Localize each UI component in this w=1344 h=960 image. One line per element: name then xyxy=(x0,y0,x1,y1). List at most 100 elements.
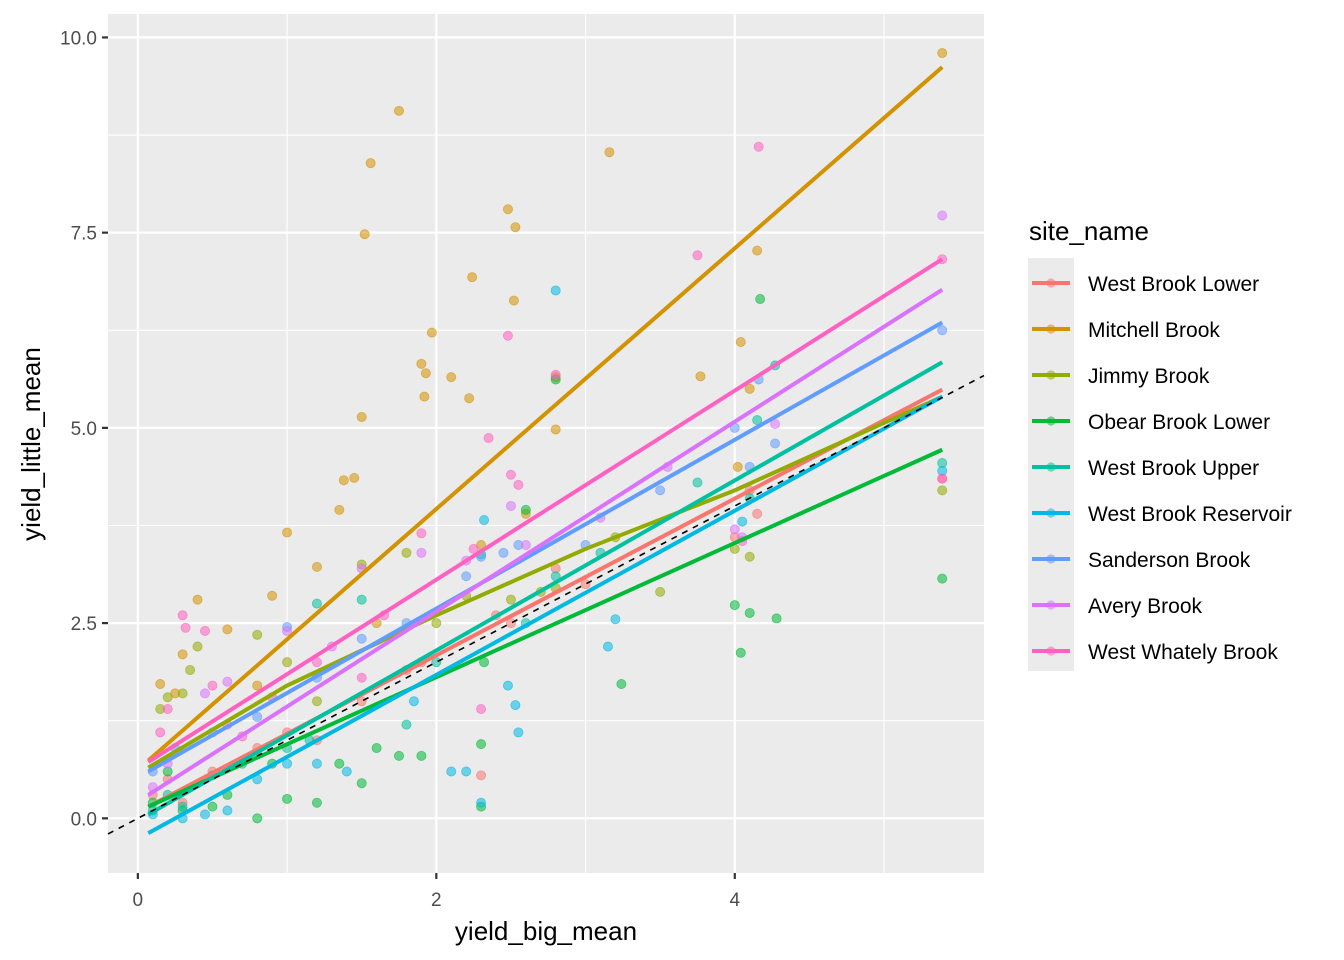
data-point xyxy=(505,469,516,480)
data-point xyxy=(200,625,211,636)
data-point xyxy=(311,561,322,572)
data-point xyxy=(416,750,427,761)
data-point xyxy=(729,600,740,611)
fit-lines xyxy=(146,65,944,835)
x-axis-ticks: 0 2 4 xyxy=(133,873,740,911)
x-tick-label: 2 xyxy=(431,890,442,911)
data-point xyxy=(446,766,457,777)
legend-key-point xyxy=(1046,278,1056,288)
data-point xyxy=(446,372,457,383)
data-point xyxy=(177,610,188,621)
x-tick-label: 0 xyxy=(133,890,144,911)
data-point xyxy=(222,676,233,687)
identity-reference-line xyxy=(107,374,985,835)
legend-item: Mitchell Brook xyxy=(1032,319,1220,342)
y-tick-label: 7.5 xyxy=(71,224,97,245)
data-point xyxy=(735,336,746,347)
data-point xyxy=(282,793,293,804)
data-point xyxy=(513,727,524,738)
data-point xyxy=(177,649,188,660)
data-point xyxy=(550,369,561,380)
legend-item: West Brook Lower xyxy=(1032,273,1259,296)
legend-item: Avery Brook xyxy=(1032,595,1202,618)
data-point xyxy=(371,743,382,754)
legend-item: West Whately Brook xyxy=(1032,641,1278,664)
data-point xyxy=(616,679,627,690)
y-axis-title: yield_little_mean xyxy=(16,347,46,541)
legend-label: Avery Brook xyxy=(1088,595,1202,618)
data-point xyxy=(192,594,203,605)
x-tick-label: 4 xyxy=(729,890,740,911)
data-point xyxy=(513,479,524,490)
data-point xyxy=(744,551,755,562)
data-point xyxy=(200,688,211,699)
data-point xyxy=(282,625,293,636)
minor-gridlines xyxy=(108,14,984,873)
data-point xyxy=(610,614,621,625)
legend-item: West Brook Upper xyxy=(1032,457,1259,480)
data-point xyxy=(550,285,561,296)
fit-line xyxy=(147,257,944,764)
data-point xyxy=(729,524,740,535)
fit-line xyxy=(147,394,944,835)
data-point xyxy=(311,696,322,707)
data-point xyxy=(420,368,431,379)
data-point xyxy=(752,245,763,256)
data-point xyxy=(735,647,746,658)
legend-key-point xyxy=(1046,370,1056,380)
fit-line xyxy=(147,287,944,797)
data-point xyxy=(461,766,472,777)
data-point xyxy=(359,229,370,240)
legend-title: site_name xyxy=(1029,216,1149,246)
data-point xyxy=(520,540,531,551)
data-point xyxy=(604,147,615,158)
data-point xyxy=(580,579,591,590)
data-point xyxy=(282,527,293,538)
data-point xyxy=(311,797,322,808)
data-point xyxy=(752,415,763,426)
legend-key-point xyxy=(1046,600,1056,610)
data-point xyxy=(732,461,743,472)
legend: site_name West Brook Lower Mitchell Brook… xyxy=(1028,216,1292,671)
data-point xyxy=(356,672,367,683)
data-point xyxy=(252,711,263,722)
data-point xyxy=(222,805,233,816)
legend-label: West Brook Upper xyxy=(1088,457,1259,480)
data-point xyxy=(937,48,948,59)
data-point xyxy=(180,622,191,633)
data-point xyxy=(937,573,948,584)
legend-key-point xyxy=(1046,324,1056,334)
data-point xyxy=(655,485,666,496)
legend-label: Jimmy Brook xyxy=(1088,365,1210,388)
data-point xyxy=(476,704,487,715)
data-point xyxy=(426,327,437,338)
data-point xyxy=(937,473,948,484)
data-point xyxy=(356,411,367,422)
data-point xyxy=(461,571,472,582)
data-point xyxy=(692,477,703,488)
y-tick-label: 0.0 xyxy=(71,809,97,830)
data-point xyxy=(505,618,516,629)
legend-key-point xyxy=(1046,508,1056,518)
data-point xyxy=(505,594,516,605)
legend-key-point xyxy=(1046,416,1056,426)
data-point xyxy=(502,204,513,215)
legend-label: Obear Brook Lower xyxy=(1088,411,1270,434)
data-point xyxy=(464,393,475,404)
data-point xyxy=(770,438,781,449)
data-point xyxy=(479,515,490,526)
data-point xyxy=(416,528,427,539)
data-point xyxy=(252,629,263,640)
y-tick-label: 2.5 xyxy=(71,614,97,635)
legend-key-point xyxy=(1046,554,1056,564)
data-point xyxy=(744,607,755,618)
legend-label: Sanderson Brook xyxy=(1088,549,1251,572)
data-point xyxy=(752,508,763,519)
data-point xyxy=(252,680,263,691)
data-point xyxy=(476,770,487,781)
data-point xyxy=(401,547,412,558)
data-point xyxy=(311,598,322,609)
data-point xyxy=(334,504,345,515)
data-point xyxy=(282,657,293,668)
data-point xyxy=(200,809,211,820)
